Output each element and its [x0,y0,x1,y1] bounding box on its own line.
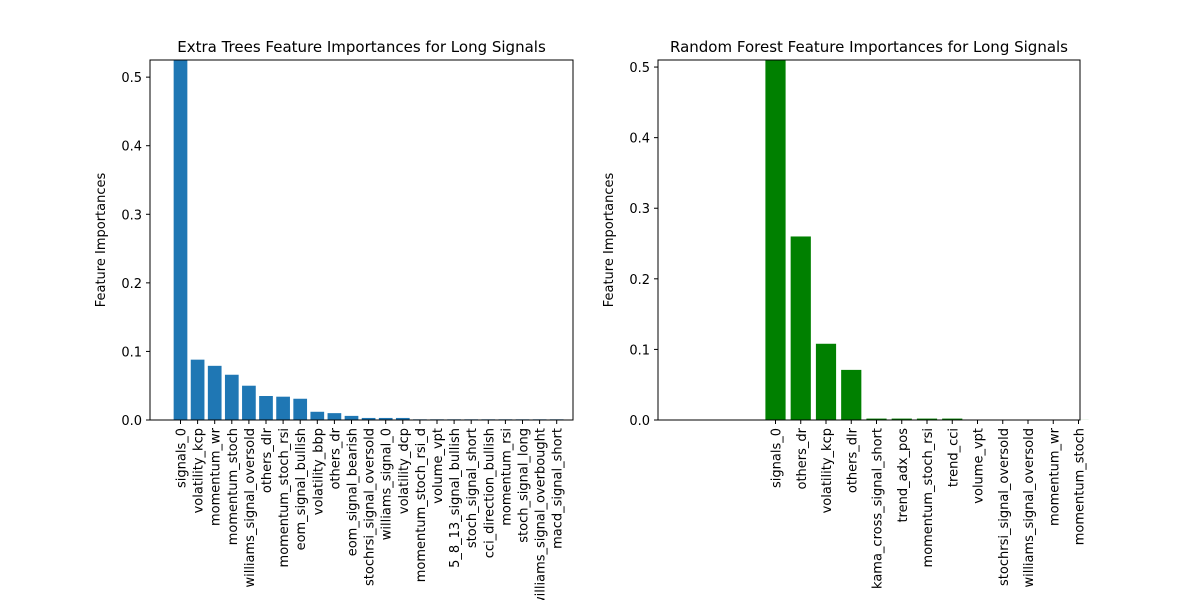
bar [310,411,325,420]
bar [916,418,938,420]
bar [841,369,862,420]
y-axis-label: Feature Importances [602,173,617,308]
y-tick-label: 0.2 [629,273,650,288]
y-axis-label: Feature Importances [94,173,109,308]
bar [276,396,290,420]
y-tick-label: 0.3 [121,208,142,223]
x-tick-label: volatility_kcp [192,428,207,513]
x-tick-label: williams_signal_oversold [243,428,258,588]
bar [327,413,342,420]
x-tick-label: momentum_stoch [1073,428,1088,545]
bar [207,365,222,420]
bar [765,60,786,420]
x-tick-label: 5_8_13_signal_bullish [448,428,463,568]
bar [378,417,393,420]
y-tick-label: 0.2 [121,277,142,292]
axes-frame [149,59,574,421]
bar [361,417,376,420]
x-tick-label: volatility_bbp [311,428,326,515]
y-tick-label: 0.1 [121,345,142,360]
bar [242,385,256,420]
x-tick-label: momentum_rsi [499,428,514,526]
bar [344,415,359,420]
y-tick-label: 0.4 [629,132,650,147]
x-tick-label: volatility_kcp [820,428,835,513]
x-tick-label: macd_signal_short [551,428,566,549]
x-tick-label: stoch_signal_long [517,428,532,543]
y-tick-label: 0.3 [629,202,650,217]
x-tick-label: others_dr [795,427,810,489]
bar [224,374,239,420]
bar [942,418,963,420]
y-tick-label: 0.5 [121,71,142,86]
x-tick-label: eom_signal_bullish [294,428,309,550]
x-tick-label: trend_cci [946,428,961,487]
y-tick-label: 0.5 [629,61,650,76]
x-tick-label: others_dlr [260,427,275,493]
x-tick-label: williams_signal_0 [380,428,395,540]
x-tick-label: williams_signal_overbought [534,428,549,600]
x-tick-label: momentum_stoch_rsi [277,428,292,567]
x-tick-label: cci_direction_bullish [482,428,497,558]
x-tick-label: stochrsi_signal_oversold [363,428,378,586]
y-tick-label: 0.1 [629,343,650,358]
x-tick-label: momentum_wr [1047,427,1062,526]
x-tick-label: volume_vpt [972,428,987,504]
y-tick-label: 0.4 [121,140,142,155]
bar [891,418,912,420]
bar [395,417,410,420]
x-tick-label: momentum_stoch_rsi [921,428,936,567]
chart-title: Random Forest Feature Importances for Lo… [670,38,1068,56]
bar [173,60,188,420]
x-tick-label: others_dr [328,427,343,489]
bar [190,359,205,420]
x-tick-label: others_dlr [845,427,860,493]
x-tick-label: eom_signal_bearish [346,428,361,556]
x-tick-label: volume_vpt [431,428,446,504]
bar [790,236,811,420]
x-tick-label: williams_signal_oversold [1022,428,1037,588]
y-tick-label: 0.0 [121,414,142,429]
bar [293,398,308,420]
bar [259,396,273,420]
bar [815,343,837,420]
chart-title: Extra Trees Feature Importances for Long… [177,38,546,56]
x-tick-label: signals_0 [175,428,190,488]
x-tick-label: signals_0 [770,428,785,488]
x-tick-label: stoch_signal_short [465,428,480,548]
x-tick-label: trend_adx_pos [896,428,911,523]
x-tick-label: momentum_stoch_rsi_d [414,428,429,582]
axes-frame [657,59,1081,421]
x-tick-label: volatility_dcp [397,428,412,514]
x-tick-label: momentum_stoch [226,428,241,545]
y-tick-label: 0.0 [629,414,650,429]
x-tick-label: stochrsi_signal_oversold [997,428,1012,586]
bar [866,418,887,420]
x-tick-label: kama_cross_signal_short [871,428,886,589]
x-tick-label: momentum_wr [209,427,224,526]
